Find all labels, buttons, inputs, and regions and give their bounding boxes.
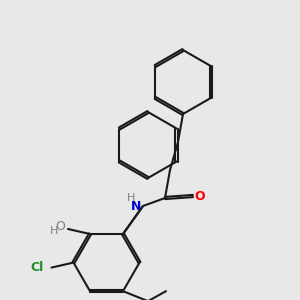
Text: N: N — [130, 200, 141, 212]
Text: O: O — [195, 190, 205, 202]
Text: Cl: Cl — [30, 261, 44, 274]
Text: O: O — [55, 220, 65, 233]
Text: H: H — [127, 193, 135, 203]
Text: H: H — [50, 226, 58, 236]
